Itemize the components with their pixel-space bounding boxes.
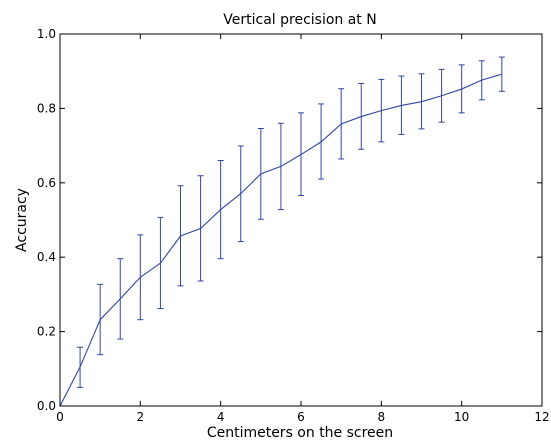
x-tick-label: 10 bbox=[454, 410, 469, 424]
plot-frame bbox=[59, 33, 543, 407]
y-tick-label: 0.4 bbox=[37, 250, 56, 264]
x-axis-label: Centimeters on the screen bbox=[207, 425, 393, 440]
y-tick-label: 0.0 bbox=[37, 399, 56, 413]
error-bar bbox=[498, 56, 505, 92]
y-tick-label: 1.0 bbox=[37, 27, 56, 41]
x-tick-label: 2 bbox=[137, 410, 145, 424]
y-axis-ticks: 0.0 0.2 0.4 0.6 0.8 1.0 bbox=[37, 27, 542, 413]
y-tick-label: 0.8 bbox=[37, 101, 56, 115]
y-tick-label: 0.6 bbox=[37, 176, 56, 190]
x-tick-label: 0 bbox=[56, 410, 64, 424]
x-tick-label: 12 bbox=[534, 410, 549, 424]
x-axis-ticks: 0 2 4 6 8 10 12 bbox=[56, 34, 550, 424]
series-lines bbox=[59, 73, 502, 407]
axes bbox=[59, 33, 543, 407]
series-line bbox=[59, 73, 502, 407]
y-tick-label: 0.2 bbox=[37, 325, 56, 339]
x-tick-label: 4 bbox=[217, 410, 225, 424]
error-bars bbox=[77, 56, 505, 388]
chart-title: Vertical precision at N bbox=[223, 12, 376, 28]
y-axis-label: Accuracy bbox=[14, 188, 30, 252]
x-tick-label: 8 bbox=[378, 410, 386, 424]
x-tick-label: 6 bbox=[297, 410, 305, 424]
